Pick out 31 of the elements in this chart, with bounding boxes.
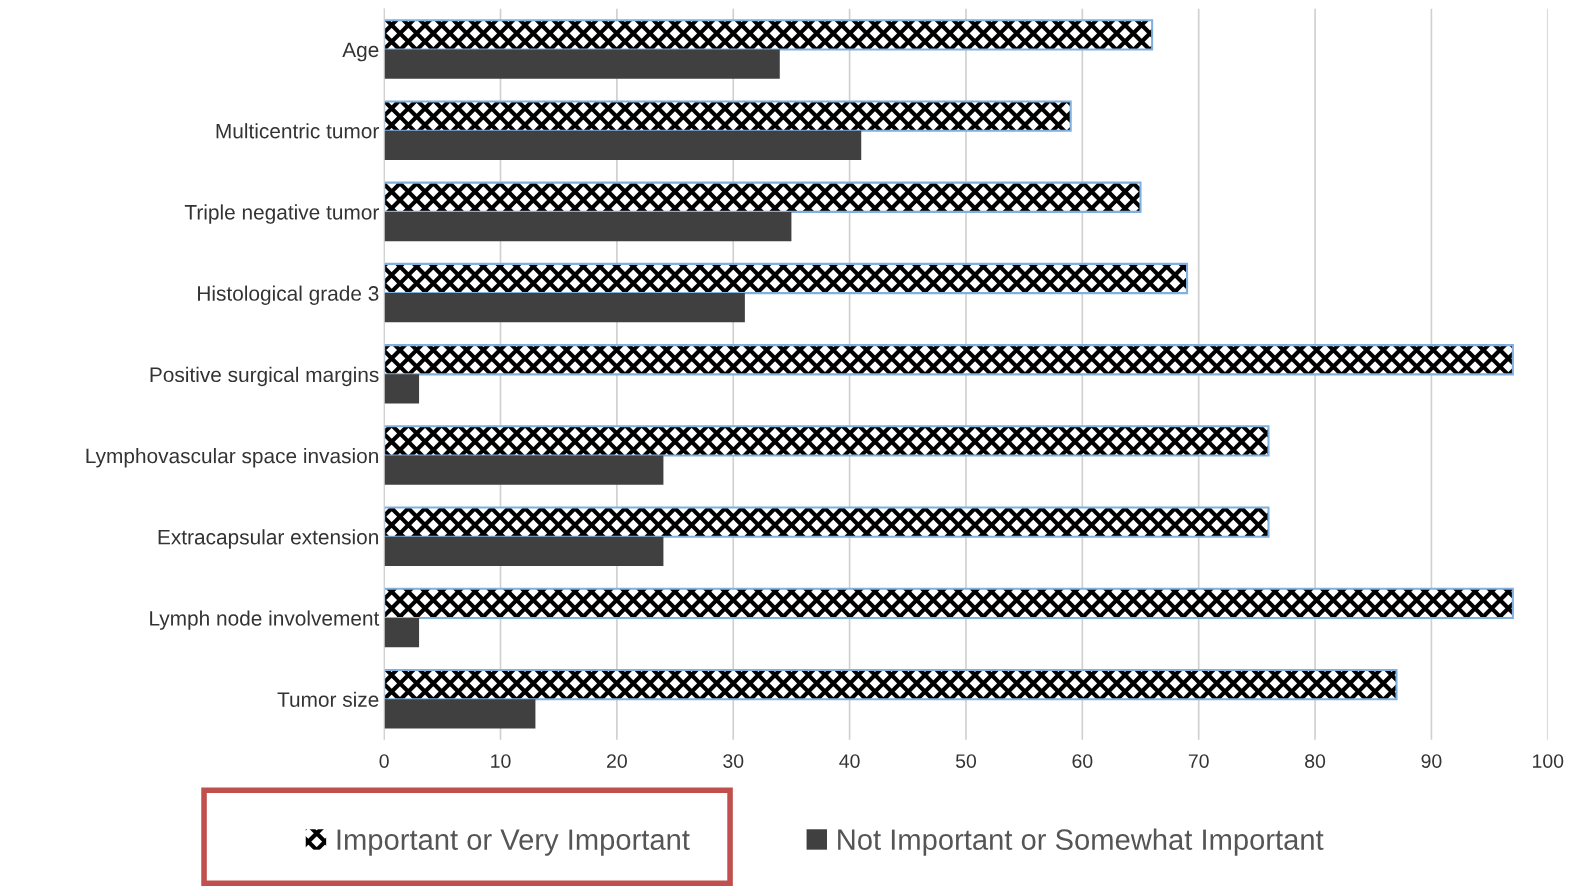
x-tick-label: 70 xyxy=(1188,754,1209,768)
y-tick-label: Lymphovascular space invasion xyxy=(86,448,378,468)
bar xyxy=(384,211,792,242)
x-tick-label: 20 xyxy=(607,754,627,768)
y-tick-label: Tumor size xyxy=(277,691,379,707)
bar xyxy=(384,536,664,567)
bar xyxy=(384,699,536,729)
bar xyxy=(384,374,420,404)
legend-label: Not Important or Somewhat Important xyxy=(838,828,1324,856)
y-tick-label: Lymph node involvement xyxy=(150,610,380,630)
x-tick-label: 30 xyxy=(723,754,744,768)
x-tick-label: 40 xyxy=(839,754,860,768)
bar xyxy=(384,130,862,160)
x-tick-label: 50 xyxy=(955,754,977,768)
y-tick-label: Triple negative tumor xyxy=(184,204,379,224)
x-tick-label: 80 xyxy=(1305,754,1326,768)
x-tick-label: 0 xyxy=(379,754,389,768)
bar xyxy=(384,49,780,79)
x-tick-label: 100 xyxy=(1533,754,1564,768)
y-tick-label: Extracapsular extension xyxy=(158,529,378,549)
y-tick-label: Multicentric tumor xyxy=(216,123,379,139)
bar xyxy=(384,617,420,648)
bar xyxy=(384,455,664,485)
x-tick-label: 90 xyxy=(1421,754,1442,768)
y-tick-label: Age xyxy=(342,42,379,62)
legend-label: Important or Very Important xyxy=(337,829,690,856)
x-tick-label: 10 xyxy=(491,754,511,768)
x-tick-label: 60 xyxy=(1072,754,1093,768)
y-tick-label: Positive surgical margins xyxy=(150,366,379,387)
bar xyxy=(384,293,745,323)
y-tick-label: Histological grade 3 xyxy=(198,285,379,305)
